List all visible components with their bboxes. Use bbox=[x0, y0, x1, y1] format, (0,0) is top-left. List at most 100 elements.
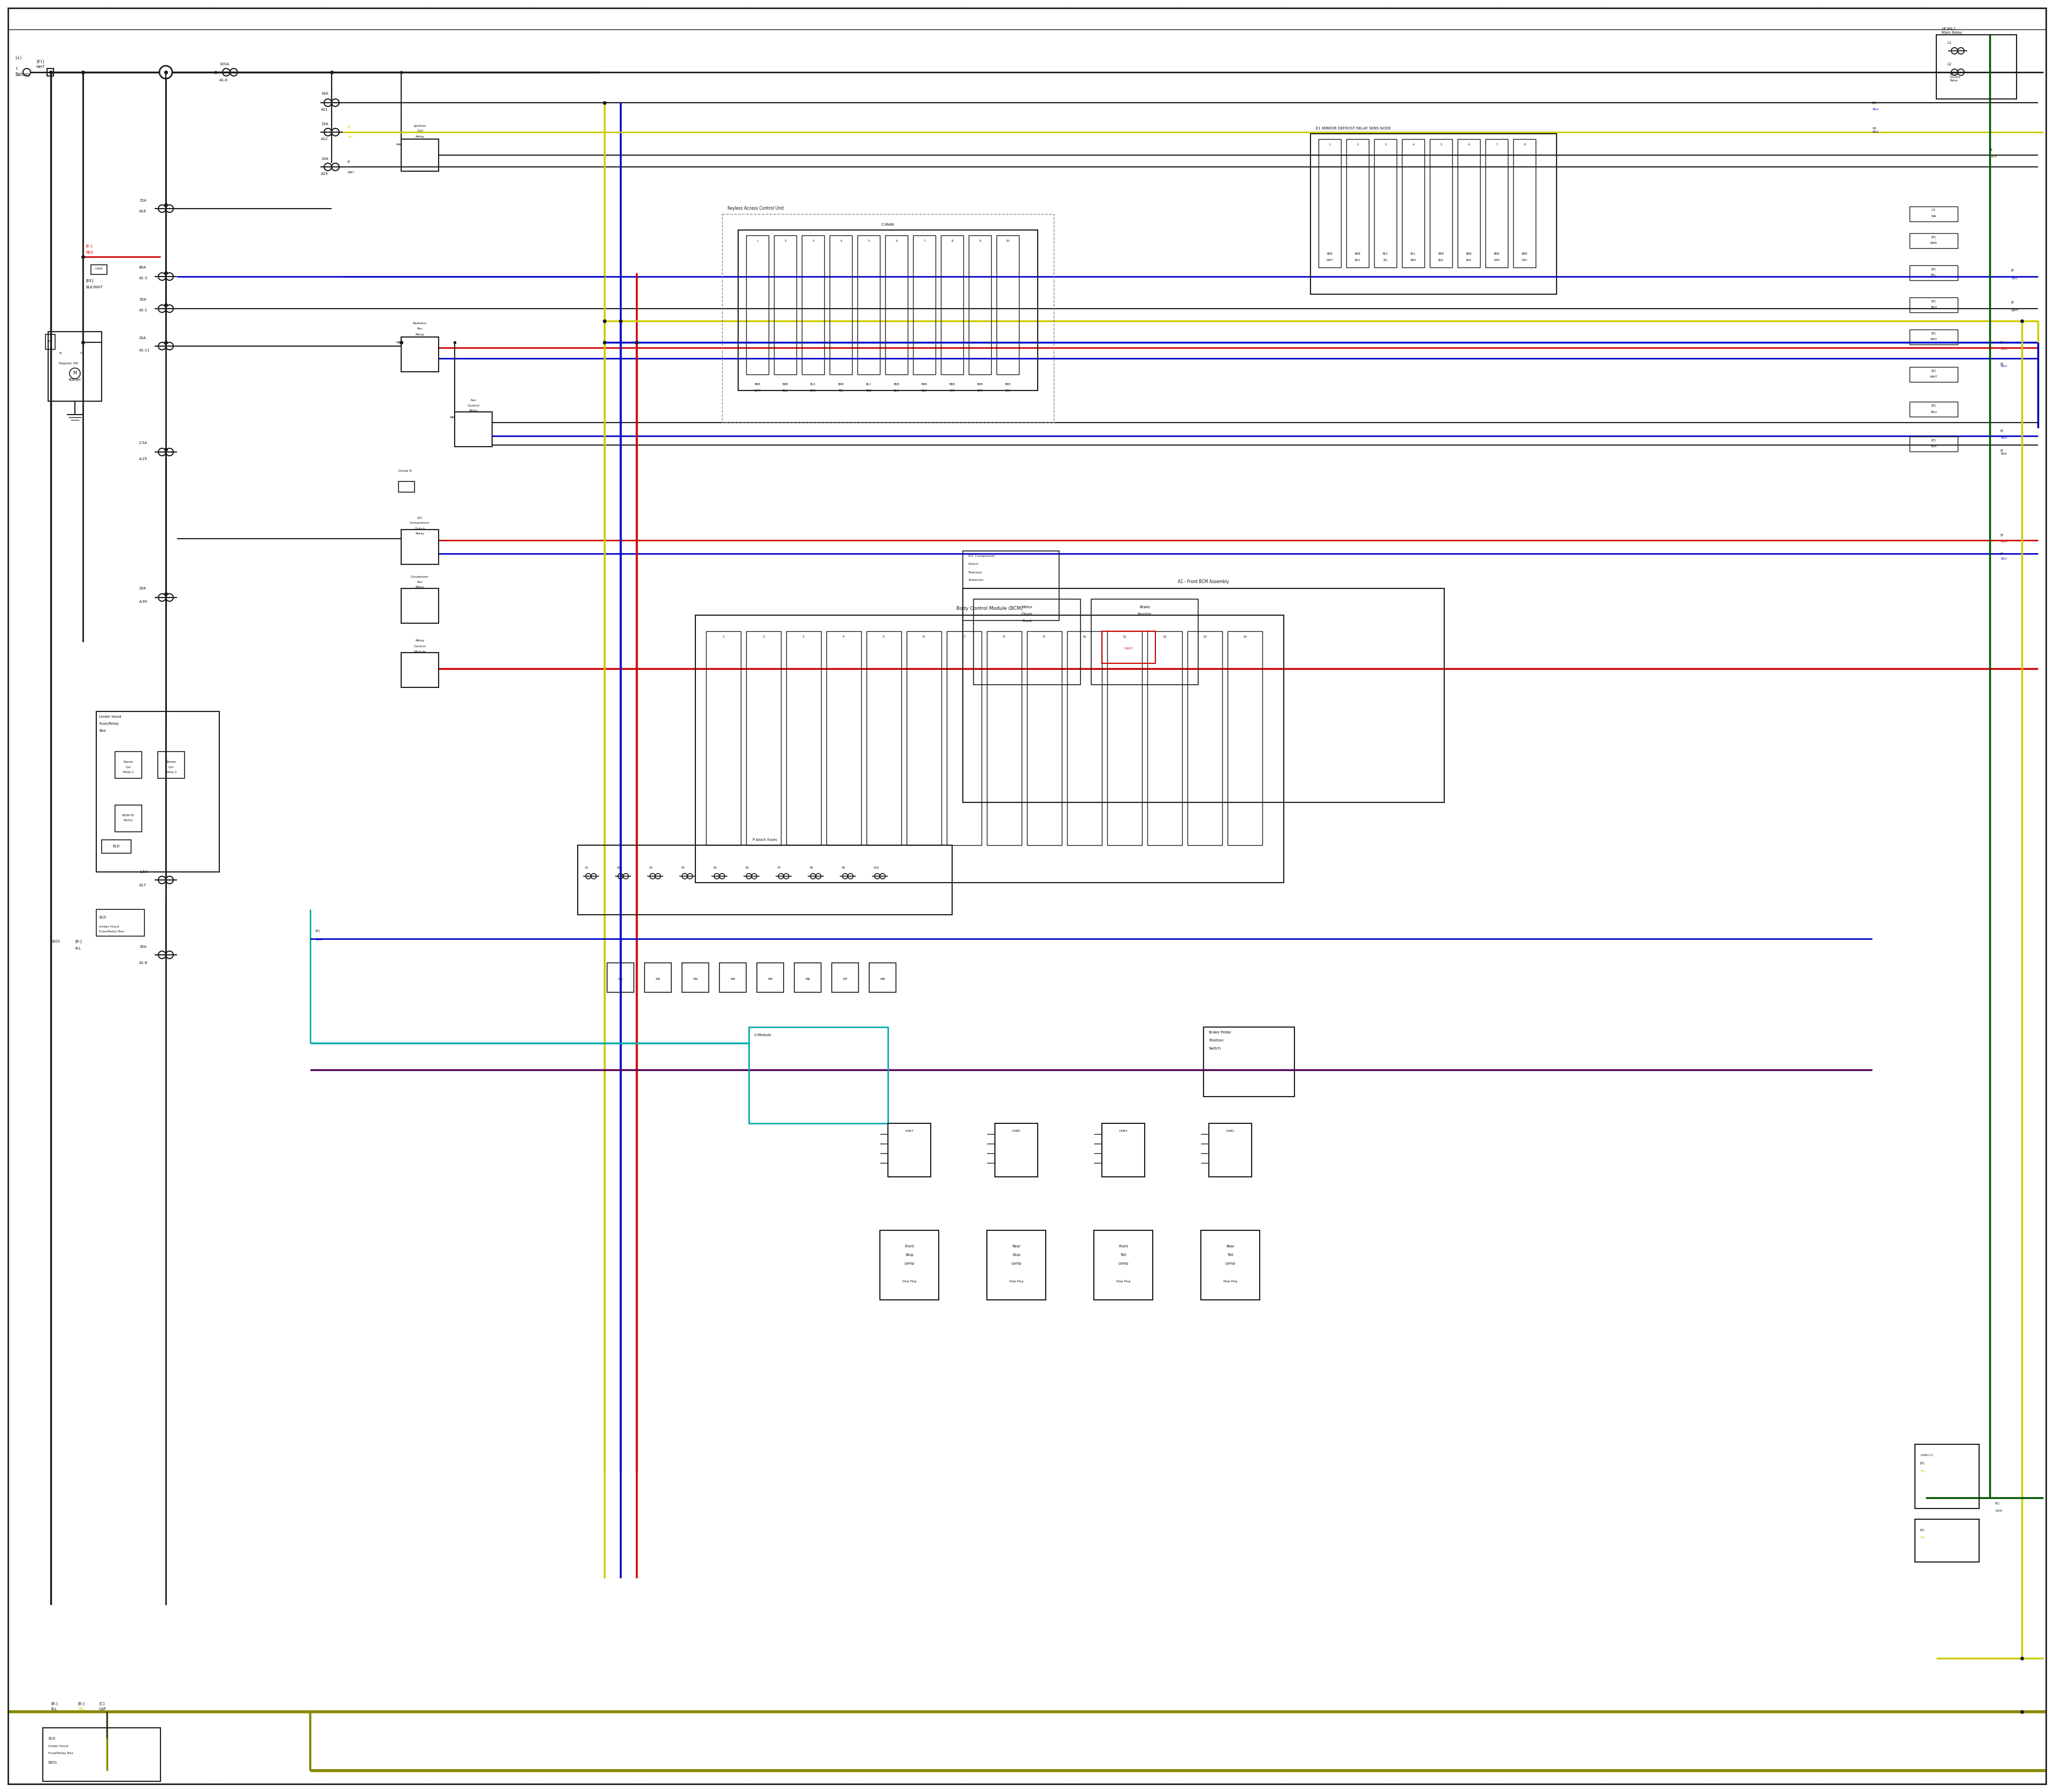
Text: BLU: BLU bbox=[1931, 410, 1937, 414]
Text: Coil: Coil bbox=[125, 765, 131, 769]
Text: BRB: BRB bbox=[922, 383, 926, 385]
Text: [E]: [E] bbox=[1920, 1529, 1925, 1530]
Text: P5: P5 bbox=[713, 867, 717, 869]
Text: A1 - Front BCM Assembly: A1 - Front BCM Assembly bbox=[1177, 579, 1228, 584]
Text: BLU: BLU bbox=[1356, 260, 1360, 262]
Text: BRB: BRB bbox=[949, 383, 955, 385]
Text: Relay 1: Relay 1 bbox=[123, 771, 134, 772]
Text: [B-]: [B-] bbox=[78, 1702, 84, 1706]
Text: B: B bbox=[60, 351, 62, 355]
Text: Tail: Tail bbox=[1226, 1253, 1232, 1256]
Text: [E]: [E] bbox=[1931, 439, 1937, 441]
Text: Relay: Relay bbox=[415, 134, 425, 138]
Bar bbox=[401, 140, 440, 172]
Text: C408: C408 bbox=[94, 267, 103, 271]
Text: Front: Front bbox=[1023, 620, 1031, 622]
Bar bbox=[401, 652, 440, 688]
Text: Lamp: Lamp bbox=[1117, 1262, 1128, 1265]
Text: C407: C407 bbox=[1124, 647, 1134, 650]
Text: TEL: TEL bbox=[838, 389, 844, 392]
Bar bbox=[879, 1231, 939, 1299]
Bar bbox=[1430, 140, 1452, 267]
Text: CAP: CAP bbox=[99, 1708, 107, 1711]
Text: [E]: [E] bbox=[1931, 332, 1937, 335]
Text: Fan: Fan bbox=[470, 400, 477, 401]
Text: BLK/WHT: BLK/WHT bbox=[86, 285, 103, 289]
Text: 50A: 50A bbox=[140, 297, 146, 301]
Text: Lamp: Lamp bbox=[1011, 1262, 1021, 1265]
Bar bbox=[115, 751, 142, 778]
Bar bbox=[1514, 140, 1536, 267]
Bar bbox=[869, 962, 896, 993]
Text: A/C Compressor: A/C Compressor bbox=[967, 556, 996, 557]
Text: BLU: BLU bbox=[2001, 435, 2007, 439]
Bar bbox=[45, 335, 55, 349]
Text: Control: Control bbox=[413, 645, 425, 647]
Text: 3: 3 bbox=[803, 634, 805, 638]
Bar bbox=[750, 1027, 887, 1124]
Text: A-25: A-25 bbox=[140, 457, 148, 461]
Bar bbox=[43, 1727, 160, 1781]
Text: [E: [E bbox=[2001, 340, 2005, 344]
Text: 14: 14 bbox=[1243, 634, 1247, 638]
Text: [E: [E bbox=[2001, 362, 2005, 366]
Text: Rear: Rear bbox=[1013, 1245, 1021, 1247]
Bar bbox=[826, 631, 861, 846]
Text: Module: Module bbox=[413, 650, 425, 652]
Bar bbox=[774, 235, 797, 375]
Text: A2-3: A2-3 bbox=[140, 276, 148, 280]
Text: Stop Plug: Stop Plug bbox=[1009, 1279, 1023, 1283]
Bar bbox=[1310, 134, 1557, 294]
Text: Sentry: Sentry bbox=[123, 819, 134, 823]
Text: [B-]: [B-] bbox=[74, 939, 82, 943]
Bar bbox=[986, 1231, 1045, 1299]
Text: BRB: BRB bbox=[1522, 253, 1528, 256]
Bar bbox=[1228, 631, 1263, 846]
Text: P10: P10 bbox=[873, 867, 879, 869]
Bar bbox=[1914, 1520, 1980, 1563]
Bar bbox=[996, 235, 1019, 375]
Text: HCAN-1
Main Relay: HCAN-1 Main Relay bbox=[1941, 27, 1962, 34]
Bar bbox=[1910, 437, 1957, 452]
Text: 12: 12 bbox=[1163, 634, 1167, 638]
Text: F8: F8 bbox=[1871, 127, 1875, 129]
Bar bbox=[645, 962, 672, 993]
Text: Fuse/Relay Box: Fuse/Relay Box bbox=[47, 1753, 74, 1754]
Text: BLK: BLK bbox=[2001, 452, 2007, 455]
Text: 20A: 20A bbox=[140, 586, 146, 590]
Bar bbox=[47, 68, 53, 75]
Text: BRB: BRB bbox=[978, 383, 984, 385]
Bar bbox=[832, 962, 859, 993]
Text: ELD: ELD bbox=[99, 916, 107, 919]
Bar bbox=[994, 1124, 1037, 1177]
Text: BLU: BLU bbox=[316, 939, 322, 941]
Text: A/C: A/C bbox=[417, 516, 423, 520]
Text: M0: M0 bbox=[396, 340, 401, 344]
Text: Starter: Starter bbox=[166, 762, 177, 763]
Text: P1: P1 bbox=[585, 867, 587, 869]
Text: [E: [E bbox=[347, 159, 351, 163]
Text: Under Hood: Under Hood bbox=[47, 1745, 68, 1747]
Text: Fan: Fan bbox=[417, 581, 423, 584]
Text: Tail: Tail bbox=[1119, 1253, 1126, 1256]
Text: GRY: GRY bbox=[1004, 389, 1011, 392]
Text: YEL: YEL bbox=[1920, 1536, 1927, 1539]
Text: BL1: BL1 bbox=[867, 383, 871, 385]
Text: BLK: BLK bbox=[1438, 260, 1444, 262]
Text: C4B5: C4B5 bbox=[1013, 1131, 1021, 1133]
Text: Brake Pedal: Brake Pedal bbox=[1210, 1030, 1230, 1034]
Text: 80A: 80A bbox=[140, 265, 146, 269]
Text: Relay: Relay bbox=[415, 640, 425, 642]
Bar bbox=[1910, 206, 1957, 222]
Bar bbox=[941, 235, 963, 375]
Text: RED: RED bbox=[1411, 260, 1417, 262]
Text: A29: A29 bbox=[320, 172, 329, 176]
Bar bbox=[746, 631, 781, 846]
Text: Starter: Starter bbox=[68, 378, 82, 382]
Text: [E: [E bbox=[347, 125, 351, 127]
Text: BL3: BL3 bbox=[811, 383, 815, 385]
Text: M4: M4 bbox=[731, 978, 735, 980]
Text: RED: RED bbox=[1931, 339, 1937, 340]
Bar bbox=[830, 235, 852, 375]
Text: A2-1: A2-1 bbox=[140, 308, 148, 312]
